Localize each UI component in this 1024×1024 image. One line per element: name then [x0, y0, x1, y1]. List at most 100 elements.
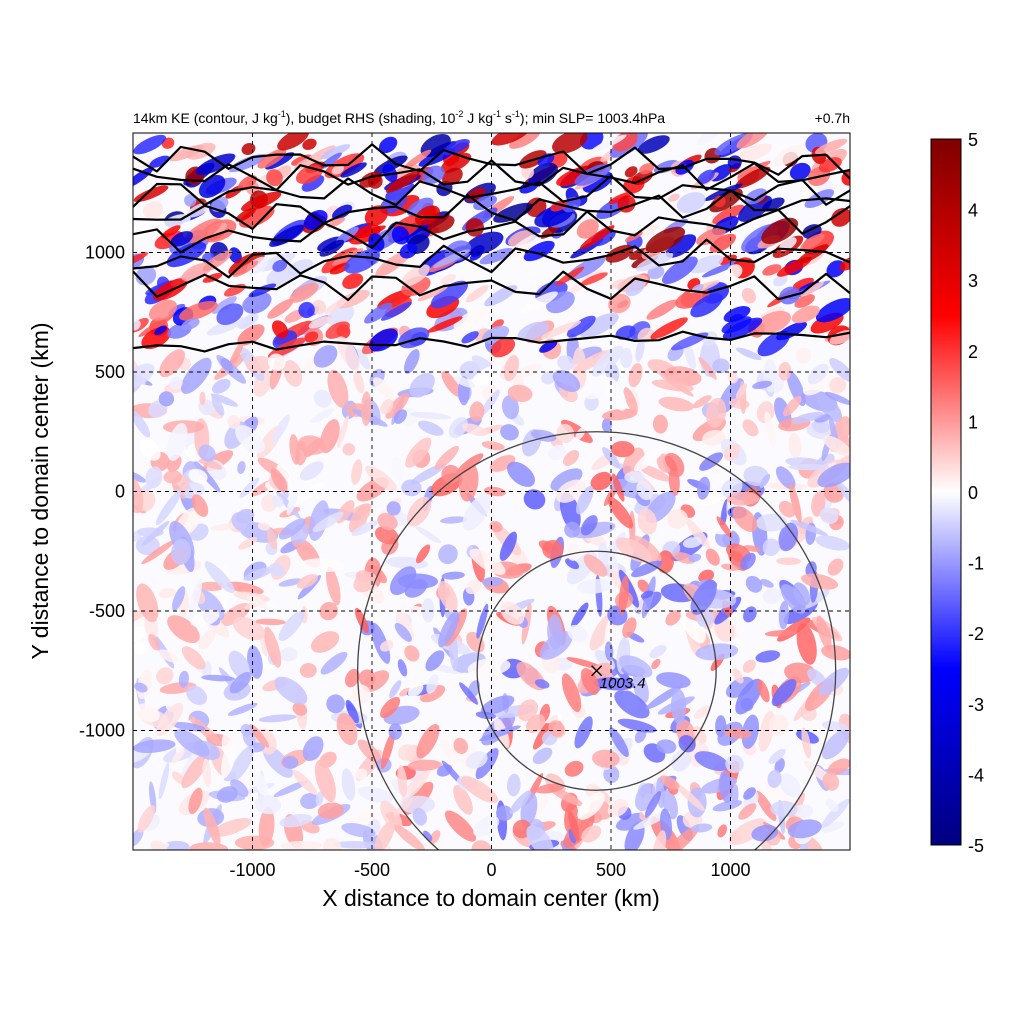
- shading-cell: [407, 197, 434, 217]
- shading-cell: [342, 273, 364, 289]
- shading-cell: [336, 415, 350, 449]
- range-ring: [476, 550, 717, 791]
- shading-cell: [167, 615, 200, 644]
- shading-cell: [762, 538, 780, 557]
- y-tick-label: 500: [95, 362, 125, 382]
- colorbar-ticks: 5 4 3 2 1 0 -1 -2 -3 -4 -5: [968, 130, 984, 856]
- shading-cell: [388, 723, 403, 740]
- shading-cell: [671, 749, 692, 772]
- shading-cell: [656, 672, 691, 689]
- shading-cell: [649, 645, 667, 658]
- shading-cell: [389, 566, 417, 596]
- shading-cell: [258, 714, 297, 723]
- shading-cell: [637, 579, 650, 593]
- shading-cell: [434, 445, 459, 470]
- shading-cell: [433, 249, 470, 268]
- shading-cell: [341, 822, 376, 838]
- shading-cell: [304, 331, 319, 343]
- shading-cell: [277, 133, 310, 151]
- shading-cell: [441, 464, 461, 484]
- shading-cell: [195, 456, 223, 470]
- shading-cell: [506, 773, 521, 797]
- shading-cell: [717, 824, 728, 838]
- shading-cell: [255, 618, 286, 626]
- shading-cell: [779, 773, 801, 798]
- colorbar-tick-label: 4: [968, 201, 978, 221]
- shading-cell: [467, 658, 511, 677]
- shading-cell: [351, 459, 363, 485]
- shading-cell: [601, 408, 638, 421]
- shading-cell: [163, 470, 182, 484]
- shading-cell: [685, 518, 710, 549]
- shading-cell: [355, 348, 371, 370]
- shading-cell: [241, 191, 282, 212]
- shading-cell: [602, 446, 621, 469]
- shading-cell: [287, 482, 325, 507]
- shading-cell: [364, 205, 388, 227]
- shading-cell: [265, 602, 292, 625]
- shading-cell: [266, 528, 278, 550]
- shading-cell: [296, 574, 318, 589]
- shading-cell: [689, 254, 724, 274]
- shading-cell: [829, 357, 850, 383]
- shading-cell: [133, 642, 147, 655]
- shading-cell: [755, 650, 781, 663]
- shading-cell: [725, 754, 744, 774]
- shading-cell: [665, 610, 681, 626]
- shading-cell: [380, 696, 401, 719]
- shading-cell: [571, 602, 589, 628]
- shading-cell: [507, 384, 533, 403]
- shading-cell: [770, 800, 798, 818]
- shading-cell: [479, 248, 514, 265]
- shading-cell: [801, 573, 839, 590]
- shading-cell: [735, 166, 771, 189]
- shading-cell: [432, 665, 465, 674]
- shading-cell: [189, 842, 229, 850]
- shading-cell: [697, 169, 715, 185]
- shading-cell: [469, 548, 506, 575]
- shading-cell: [757, 679, 770, 703]
- shading-cell: [378, 136, 398, 154]
- shading-cell: [171, 748, 185, 764]
- shading-cell: [732, 668, 744, 684]
- shading-cell: [278, 578, 303, 587]
- shading-cell: [412, 807, 427, 826]
- shading-cell: [425, 650, 445, 672]
- shading-cell: [807, 363, 829, 385]
- shading-cell: [605, 548, 619, 573]
- shading-cell: [133, 319, 141, 331]
- shading-cell: [791, 305, 820, 324]
- shading-cell: [150, 840, 168, 850]
- shading-cell: [821, 644, 850, 661]
- shading-cell: [248, 283, 277, 298]
- shading-cell: [811, 419, 830, 434]
- shading-cell: [440, 516, 468, 524]
- shading-cell: [491, 133, 531, 146]
- shading-cell: [835, 480, 850, 507]
- shading-cell: [178, 670, 189, 688]
- shading-cell: [800, 233, 825, 251]
- shading-cell: [563, 450, 580, 466]
- y-axis-label: Y distance to domain center (km): [27, 322, 53, 659]
- shading-cell: [776, 557, 801, 566]
- shading-cell: [282, 755, 299, 769]
- shading-cell: [397, 744, 416, 762]
- shading-cell: [357, 786, 394, 803]
- shading-cell: [136, 583, 159, 623]
- shading-cell: [696, 133, 723, 146]
- shading-cell: [634, 729, 647, 743]
- shading-cell: [501, 395, 520, 420]
- shading-cell: [172, 586, 186, 611]
- shading-cell: [134, 682, 148, 693]
- shading-cell: [779, 237, 797, 251]
- shading-cell: [760, 579, 774, 588]
- shading-cell: [607, 799, 629, 817]
- shading-cell: [292, 702, 307, 716]
- colorbar-tick-label: 0: [968, 483, 978, 503]
- shading-cell: [239, 477, 260, 498]
- shading-cell: [360, 391, 372, 426]
- colorbar-tick-label: -3: [968, 695, 984, 715]
- shading-cell: [523, 240, 555, 262]
- shading-cell: [133, 470, 146, 483]
- shading-cell: [719, 770, 733, 803]
